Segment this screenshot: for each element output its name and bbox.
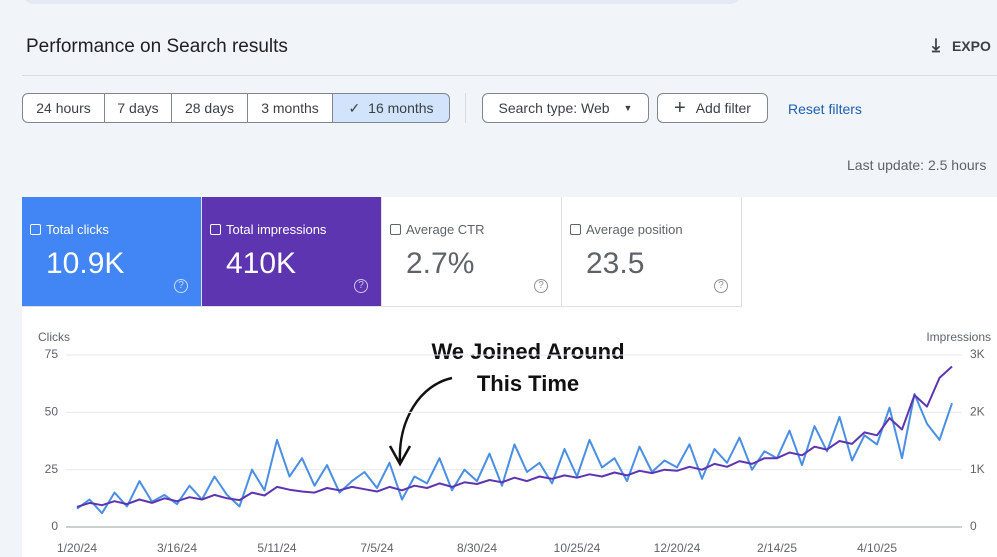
checkbox — [570, 224, 581, 235]
x-tick-label: 7/5/24 — [360, 541, 394, 555]
y-tick-label: 50 — [45, 405, 59, 419]
y2-tick-label: 3K — [970, 347, 985, 361]
y-axis-title: Clicks — [38, 330, 70, 344]
range-label: 16 months — [368, 100, 434, 116]
page-title: Performance on Search results — [26, 36, 288, 57]
y-tick-label: 25 — [45, 462, 59, 476]
x-tick-label: 3/16/24 — [157, 541, 197, 555]
export-label: EXPO — [951, 37, 991, 54]
metric-label: Total clicks — [46, 222, 109, 237]
y-tick-label: 0 — [51, 519, 58, 533]
search-type-dropdown[interactable]: Search type: Web ▼ — [482, 93, 649, 123]
y2-tick-label: 1K — [970, 462, 985, 476]
x-tick-label: 10/25/24 — [554, 541, 601, 555]
metric-card[interactable]: Average CTR 2.7%? — [382, 197, 562, 306]
add-filter-button[interactable]: + Add filter — [657, 93, 768, 123]
x-tick-label: 2/14/25 — [757, 541, 797, 555]
annotation: We Joined Around — [431, 339, 624, 364]
search-type: Search type: Web — [498, 100, 610, 116]
metric-label: Total impressions — [226, 222, 327, 237]
checkbox — [30, 224, 41, 235]
metric-label: Average position — [586, 222, 683, 237]
range-button-selected[interactable]: ✓ 16 months — [332, 93, 450, 123]
help-icon[interactable]: ? — [174, 279, 188, 293]
x-tick-label: 5/11/24 — [257, 541, 296, 555]
metric-value: 2.7% — [406, 247, 475, 280]
y2-tick-label: 0 — [970, 519, 977, 533]
annotation: This Time — [477, 371, 579, 396]
y2-tick-label: 2K — [970, 405, 985, 419]
card-divider — [22, 306, 742, 307]
x-tick-label: 1/20/24 — [57, 541, 97, 555]
metric-value: 23.5 — [586, 247, 645, 280]
metric-card[interactable]: Total clicks 10.9K? — [22, 197, 202, 306]
range-button[interactable]: 3 months — [247, 93, 333, 123]
help-icon[interactable]: ? — [354, 279, 368, 293]
range-button[interactable]: 28 days — [171, 93, 248, 123]
x-tick-label: 8/30/24 — [457, 541, 497, 555]
reset-filters[interactable]: Reset filters — [788, 101, 862, 117]
x-tick-label: 12/20/24 — [654, 541, 701, 555]
export-button[interactable]: ⤓ EXPO — [932, 35, 991, 55]
checkbox — [390, 224, 401, 235]
help-icon[interactable]: ? — [714, 279, 728, 293]
separator — [465, 93, 466, 123]
divider — [22, 75, 997, 76]
y-tick-label: 75 — [45, 347, 59, 361]
y2-axis-title: Impressions — [926, 330, 991, 344]
series-line — [76, 365, 953, 508]
last-update: Last update: 2.5 hours — [847, 157, 987, 173]
annotation-arrowhead — [388, 445, 412, 467]
metric-label: Average CTR — [406, 222, 485, 237]
add-filter: Add filter — [695, 100, 751, 116]
annotation-arrow — [398, 376, 453, 463]
metric-card[interactable]: Total impressions 410K? — [202, 197, 382, 306]
top-bar — [22, 0, 742, 4]
range-button[interactable]: 24 hours — [22, 93, 105, 123]
x-tick-label: 4/10/25 — [857, 541, 897, 555]
metric-card[interactable]: Average position 23.5? — [562, 197, 742, 306]
metric-value: 410K — [226, 247, 297, 280]
help-icon[interactable]: ? — [534, 279, 548, 293]
checkbox — [210, 224, 221, 235]
metric-value: 10.9K — [46, 247, 125, 280]
